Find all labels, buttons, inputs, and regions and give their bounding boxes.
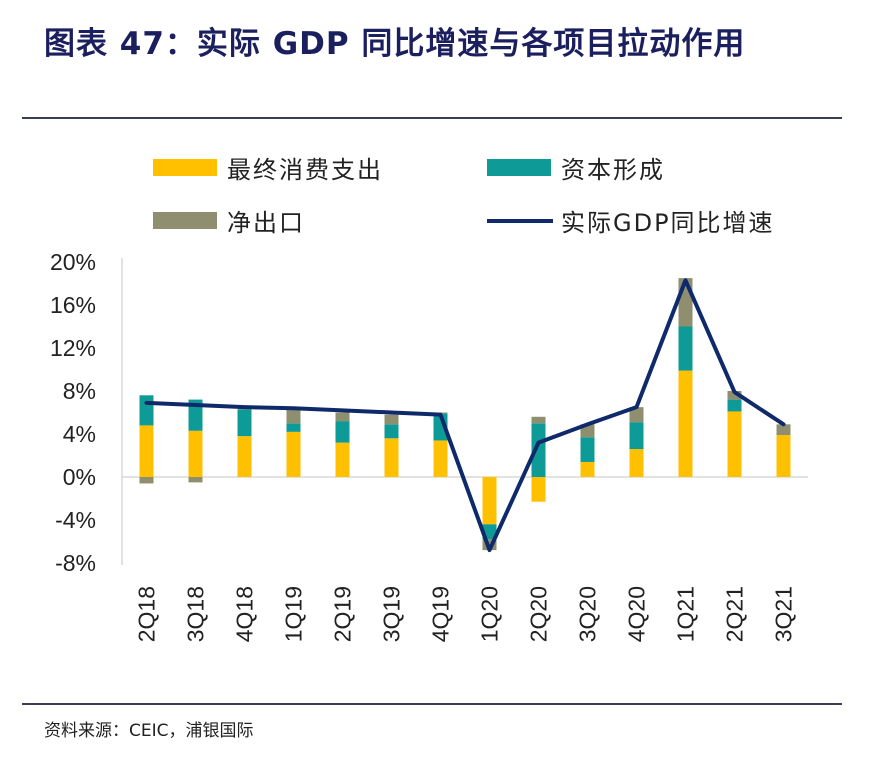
legend-label-consumption: 最终消费支出: [227, 156, 383, 184]
legend-label-capital: 资本形成: [561, 156, 665, 184]
x-tick-label: 3Q20: [575, 586, 601, 642]
source-note: 资料来源：CEIC，浦银国际: [44, 721, 254, 741]
bar-consumption-2Q19: [335, 442, 350, 477]
bar-capital-2Q21: [727, 399, 742, 412]
legend-item-capital: 资本形成: [487, 150, 665, 185]
bar-consumption-2Q18: [139, 425, 154, 477]
x-tick-label: 2Q21: [722, 586, 748, 642]
bar-capital-1Q21: [678, 326, 693, 371]
x-tick-label: 4Q19: [428, 586, 454, 642]
bar-capital-3Q19: [384, 424, 399, 439]
x-tick-label: 3Q21: [771, 586, 797, 642]
y-tick-label: 20%: [50, 249, 96, 275]
bar-netexport-3Q19: [384, 414, 399, 425]
legend-label-gdp: 实际GDP同比增速: [561, 209, 775, 237]
legend-item-netexport: 净出口: [153, 203, 305, 238]
bar-consumption-1Q21: [678, 370, 693, 477]
legend-swatch-consumption: [153, 159, 217, 176]
gdp-growth-line: [144, 278, 786, 553]
y-tick-label: -4%: [55, 507, 96, 533]
y-tick-label: -8%: [55, 550, 96, 576]
x-tick-label: 3Q18: [183, 586, 209, 642]
legend-item-gdp: 实际GDP同比增速: [487, 203, 775, 238]
bar-capital-1Q19: [286, 423, 301, 432]
bar-capital-4Q18: [237, 409, 252, 437]
bar-consumption-3Q20: [580, 461, 595, 477]
bar-consumption-3Q18: [188, 430, 203, 477]
figure-title: 图表 47：实际 GDP 同比增速与各项目拉动作用: [44, 26, 746, 62]
legend-item-consumption: 最终消费支出: [153, 150, 383, 185]
x-tick-label: 3Q19: [379, 586, 405, 642]
y-tick-label: 16%: [50, 292, 96, 318]
bar-consumption-2Q20: [531, 477, 546, 502]
x-tick-label: 4Q20: [624, 586, 650, 642]
bar-consumption-3Q21: [776, 435, 791, 477]
bar-capital-4Q20: [629, 422, 644, 450]
x-tick-label: 4Q18: [232, 586, 258, 642]
bar-netexport-3Q18: [188, 477, 203, 483]
bar-netexport-2Q19: [335, 412, 350, 422]
bar-netexport-2Q20: [531, 416, 546, 424]
legend-line-gdp: [487, 218, 553, 223]
x-tick-label: 1Q19: [281, 586, 307, 642]
bar-consumption-3Q19: [384, 438, 399, 477]
stacked-bar-line-chart: -8% -4% 0% 4% 8% 12% 16% 20% 2Q18 3Q18 4Q18 1Q19 2Q1…: [50, 249, 808, 642]
bottom-rule: [22, 703, 842, 705]
y-tick-label: 0%: [63, 464, 96, 490]
bar-netexport-4Q20: [629, 407, 644, 423]
bar-capital-2Q20: [531, 423, 546, 477]
x-tick-label: 2Q18: [134, 586, 160, 642]
bar-capital-2Q18: [139, 395, 154, 426]
bar-netexport-3Q21: [776, 424, 791, 436]
bar-netexport-2Q21: [727, 391, 742, 400]
top-rule: [22, 117, 842, 119]
y-tick-label: 12%: [50, 335, 96, 361]
y-tick-label: 4%: [63, 421, 96, 447]
bar-consumption-4Q18: [237, 436, 252, 477]
y-tick-label: 8%: [63, 378, 96, 404]
x-tick-label: 2Q20: [526, 586, 552, 642]
legend-swatch-netexport: [153, 212, 217, 229]
bar-consumption-4Q20: [629, 449, 644, 477]
bar-netexport-2Q18: [139, 477, 154, 484]
bar-consumption-4Q19: [433, 440, 448, 477]
bar-consumption-1Q20: [482, 477, 497, 525]
legend-swatch-capital: [487, 159, 551, 176]
bar-capital-3Q18: [188, 399, 203, 431]
bar-capital-2Q19: [335, 421, 350, 443]
legend-label-netexport: 净出口: [227, 209, 305, 237]
x-tick-label: 2Q19: [330, 586, 356, 642]
x-tick-label: 1Q20: [477, 586, 503, 642]
bar-capital-3Q20: [580, 437, 595, 462]
x-tick-label: 1Q21: [673, 586, 699, 642]
bar-netexport-1Q19: [286, 409, 301, 424]
bar-consumption-2Q21: [727, 411, 742, 477]
bar-consumption-1Q19: [286, 431, 301, 477]
